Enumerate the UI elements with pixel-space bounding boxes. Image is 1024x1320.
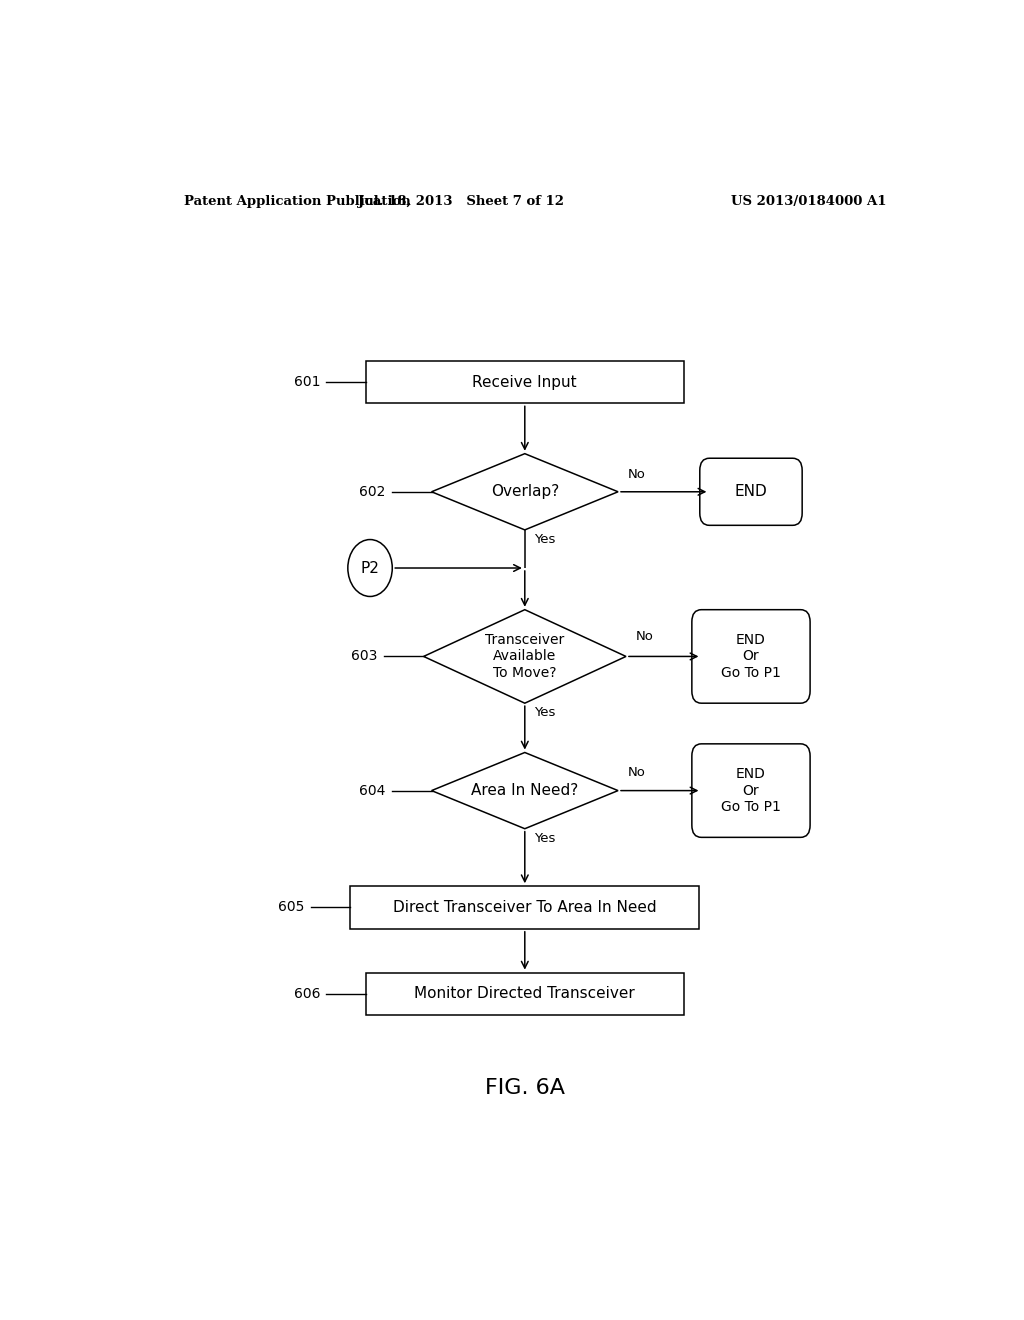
Text: END: END bbox=[734, 484, 767, 499]
Text: Yes: Yes bbox=[535, 832, 556, 845]
Text: 603: 603 bbox=[351, 649, 378, 664]
Text: Overlap?: Overlap? bbox=[490, 484, 559, 499]
Polygon shape bbox=[431, 454, 618, 529]
Text: Direct Transceiver To Area In Need: Direct Transceiver To Area In Need bbox=[393, 900, 656, 915]
Text: Monitor Directed Transceiver: Monitor Directed Transceiver bbox=[415, 986, 635, 1002]
Text: 604: 604 bbox=[359, 784, 385, 797]
FancyBboxPatch shape bbox=[367, 360, 684, 404]
Text: FIG. 6A: FIG. 6A bbox=[484, 1078, 565, 1098]
Text: No: No bbox=[636, 630, 653, 643]
FancyBboxPatch shape bbox=[692, 744, 810, 837]
FancyBboxPatch shape bbox=[367, 973, 684, 1015]
Text: END
Or
Go To P1: END Or Go To P1 bbox=[721, 767, 781, 814]
Polygon shape bbox=[424, 610, 626, 704]
Text: 601: 601 bbox=[294, 375, 321, 389]
Text: 606: 606 bbox=[294, 987, 321, 1001]
FancyBboxPatch shape bbox=[692, 610, 810, 704]
Text: US 2013/0184000 A1: US 2013/0184000 A1 bbox=[731, 194, 887, 207]
Text: Transceiver
Available
To Move?: Transceiver Available To Move? bbox=[485, 634, 564, 680]
Text: No: No bbox=[628, 767, 645, 779]
FancyBboxPatch shape bbox=[350, 886, 699, 929]
Text: Jul. 18, 2013   Sheet 7 of 12: Jul. 18, 2013 Sheet 7 of 12 bbox=[358, 194, 564, 207]
Text: Yes: Yes bbox=[535, 706, 556, 719]
Text: END
Or
Go To P1: END Or Go To P1 bbox=[721, 634, 781, 680]
Text: Receive Input: Receive Input bbox=[472, 375, 578, 389]
Polygon shape bbox=[431, 752, 618, 829]
Text: Area In Need?: Area In Need? bbox=[471, 783, 579, 799]
FancyBboxPatch shape bbox=[699, 458, 802, 525]
Text: Patent Application Publication: Patent Application Publication bbox=[183, 194, 411, 207]
Text: 605: 605 bbox=[278, 900, 304, 915]
Text: No: No bbox=[628, 467, 645, 480]
Text: Yes: Yes bbox=[535, 533, 556, 546]
Text: P2: P2 bbox=[360, 561, 380, 576]
Circle shape bbox=[348, 540, 392, 597]
Text: 602: 602 bbox=[359, 484, 385, 499]
